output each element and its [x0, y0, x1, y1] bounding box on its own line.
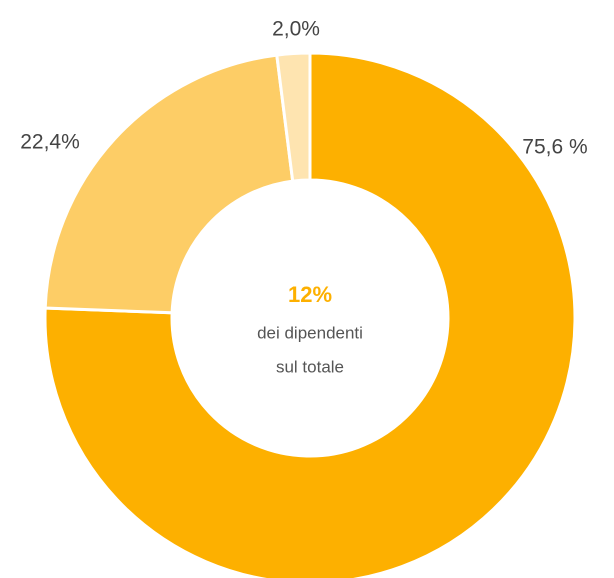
center-title: 12% — [288, 282, 332, 307]
center-text: sul totale — [276, 357, 344, 376]
data-label: 22,4% — [20, 131, 80, 154]
donut-segment — [43, 51, 577, 578]
data-label: 75,6 % — [522, 136, 587, 159]
data-label: 2,0% — [272, 18, 320, 41]
donut-segment — [275, 51, 312, 183]
center-text: dei dipendenti — [257, 323, 363, 342]
donut-segment — [43, 53, 295, 315]
